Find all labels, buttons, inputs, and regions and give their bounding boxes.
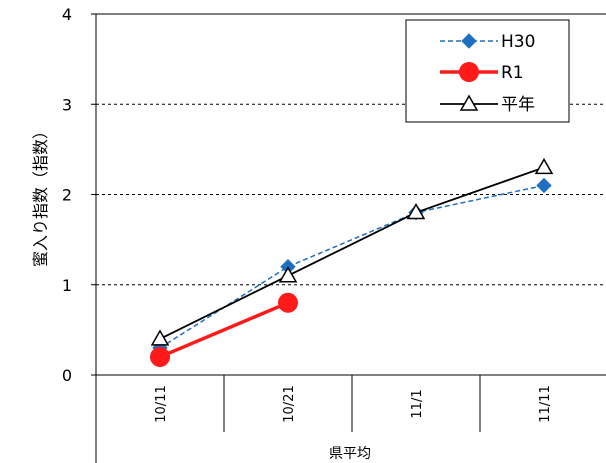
series-line [159,166,545,340]
legend-item-1: R1 [440,62,524,83]
legend-item-2: 平年 [440,94,535,115]
data-point [536,177,552,194]
gridlines [96,103,606,286]
x-tick-label: 11/11 [538,385,553,422]
series-1 [150,292,298,367]
data-point [534,157,554,175]
y-tick-label: 1 [62,276,72,295]
x-tick-label: 10/11 [154,385,169,422]
series-line [159,301,289,359]
data-point [150,346,170,367]
data-point [461,33,477,49]
series-2 [150,157,554,346]
legend-label: R1 [501,63,524,83]
x-tick-label: 10/21 [282,385,297,422]
y-axis-title: 蜜入り指数（指数） [31,123,50,267]
series-line [159,184,545,349]
legend: H30 R1 平年 [405,19,570,123]
data-point [278,266,298,283]
y-tick-label: 2 [62,186,72,205]
series-layer [150,157,554,367]
legend-label: 平年 [501,95,535,115]
x-axis-title: 県平均 [329,446,371,462]
series-0 [152,177,552,356]
legend-label: H30 [501,32,535,52]
y-tick-label: 3 [62,95,72,114]
data-point [459,62,479,82]
y-tick-labels: 0 1 2 3 4 [62,5,96,385]
legend-item-0: H30 [440,32,535,52]
data-point [459,94,479,111]
y-tick-label: 4 [62,5,72,24]
data-point [150,329,170,346]
data-point [278,292,298,313]
data-point [406,203,426,220]
x-tick-label: 11/1 [410,389,425,418]
x-tick-labels: 10/11 10/21 11/1 11/11 [154,375,553,432]
y-tick-label: 0 [62,366,72,385]
